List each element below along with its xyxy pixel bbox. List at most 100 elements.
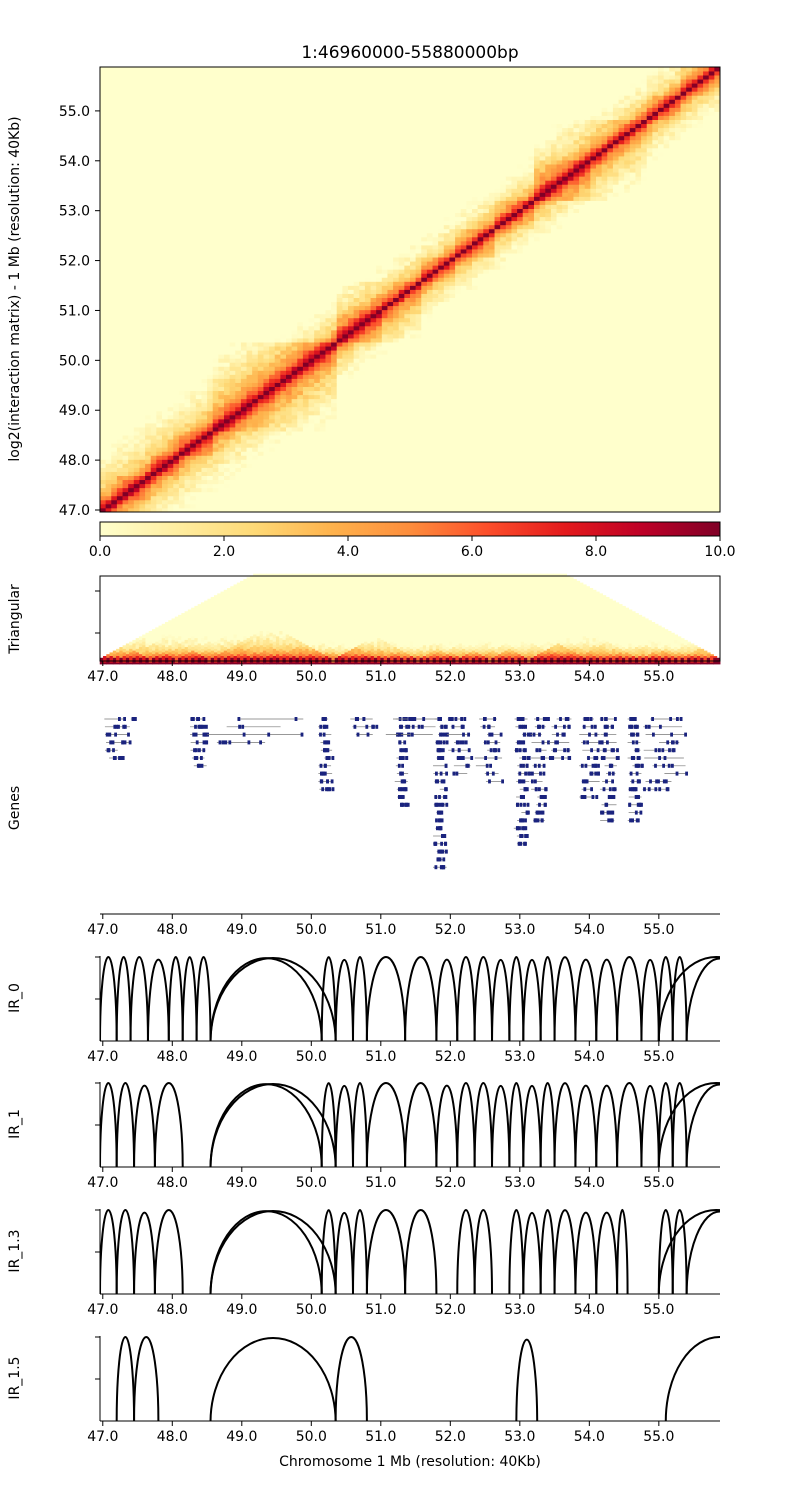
heatmap-cell (235, 329, 242, 335)
heatmap-cell (229, 236, 236, 242)
heatmap-cell (224, 147, 231, 153)
heatmap-cell (353, 447, 360, 452)
heatmap-cell (139, 135, 146, 141)
heatmap-cell (291, 406, 298, 412)
heatmap-cell (297, 491, 304, 497)
heatmap-cell (342, 479, 349, 485)
heatmap-cell (331, 91, 338, 96)
heatmap-cell (353, 390, 360, 396)
heatmap-cell (325, 370, 332, 375)
heatmap-cell (348, 253, 355, 258)
heatmap-cell (184, 192, 191, 197)
heatmap-cell (122, 67, 129, 72)
heatmap-cell (274, 362, 281, 367)
heatmap-cell (156, 236, 163, 242)
heatmap-cell (257, 71, 264, 76)
heatmap-cell (325, 435, 332, 440)
heatmap-cell (128, 212, 135, 218)
heatmap-cell (240, 220, 247, 226)
heatmap-cell (348, 414, 355, 420)
heatmap-cell (167, 321, 174, 327)
heatmap-cell (139, 338, 146, 343)
heatmap-cell (156, 131, 163, 137)
heatmap-cell (195, 107, 202, 112)
heatmap-cell (128, 289, 135, 294)
heatmap-cell (111, 176, 118, 181)
heatmap-cell (184, 127, 191, 133)
heatmap-cell (190, 115, 197, 120)
heatmap-cell (246, 402, 253, 408)
heatmap-cell (162, 172, 169, 177)
heatmap-cell (128, 342, 135, 347)
heatmap-cell (246, 143, 253, 149)
heatmap-cell (257, 168, 264, 173)
heatmap-cell (314, 374, 321, 379)
heatmap-cell (319, 200, 326, 205)
heatmap-cell (246, 107, 253, 112)
heatmap-cell (286, 240, 293, 246)
heatmap-cell (229, 281, 236, 286)
heatmap-cell (178, 342, 185, 347)
heatmap-cell (342, 224, 349, 230)
heatmap-cell (325, 139, 332, 145)
heatmap-cell (308, 249, 315, 254)
heatmap-cell (173, 402, 180, 408)
heatmap-cell (167, 475, 174, 481)
heatmap-cell (314, 176, 321, 181)
heatmap-cell (156, 507, 163, 513)
heatmap-cell (145, 317, 152, 323)
heatmap-cell (150, 354, 157, 359)
heatmap-cell (274, 184, 281, 189)
heatmap-cell (291, 435, 298, 440)
heatmap-cell (336, 79, 343, 84)
heatmap-cell (195, 334, 202, 339)
heatmap-cell (257, 224, 264, 230)
heatmap-cell (156, 301, 163, 307)
heatmap-cell (274, 447, 281, 452)
heatmap-cell (156, 115, 163, 120)
heatmap-cell (150, 321, 157, 327)
heatmap-cell (150, 459, 157, 464)
heatmap-cell (105, 402, 112, 408)
heatmap-cell (212, 321, 219, 327)
heatmap-cell (207, 184, 214, 189)
heatmap-cell (207, 338, 214, 343)
heatmap-cell (269, 487, 276, 493)
heatmap-cell (100, 265, 107, 270)
heatmap-cell (308, 265, 315, 270)
heatmap-cell (291, 305, 298, 311)
heatmap-cell (274, 475, 281, 481)
heatmap-cell (139, 168, 146, 173)
heatmap-cell (167, 350, 174, 355)
heatmap-cell (229, 172, 236, 177)
heatmap-cell (128, 257, 135, 262)
heatmap-cell (105, 350, 112, 355)
heatmap-cell (201, 443, 208, 448)
heatmap-cell (274, 232, 281, 238)
heatmap-cell (229, 346, 236, 351)
heatmap-cell (331, 245, 338, 250)
heatmap-cell (218, 192, 225, 197)
heatmap-cell (122, 431, 129, 436)
heatmap-cell (116, 479, 123, 485)
heatmap-cell (111, 370, 118, 375)
heatmap-cell (240, 386, 247, 392)
heatmap-cell (331, 99, 338, 104)
heatmap-cell (325, 75, 332, 80)
heatmap-cell (207, 87, 214, 92)
heatmap-cell (178, 423, 185, 428)
heatmap-cell (139, 139, 146, 145)
heatmap-cell (122, 139, 129, 145)
heatmap-cell (297, 208, 304, 214)
heatmap-cell (269, 200, 276, 205)
heatmap-cell (178, 455, 185, 460)
heatmap-cell (173, 131, 180, 137)
heatmap-cell (133, 443, 140, 448)
heatmap-cell (325, 123, 332, 129)
heatmap-cell (167, 503, 174, 509)
heatmap-cell (269, 119, 276, 125)
heatmap-cell (348, 107, 355, 112)
heatmap-cell (257, 491, 264, 497)
heatmap-cell (218, 224, 225, 230)
heatmap-cell (133, 398, 140, 404)
